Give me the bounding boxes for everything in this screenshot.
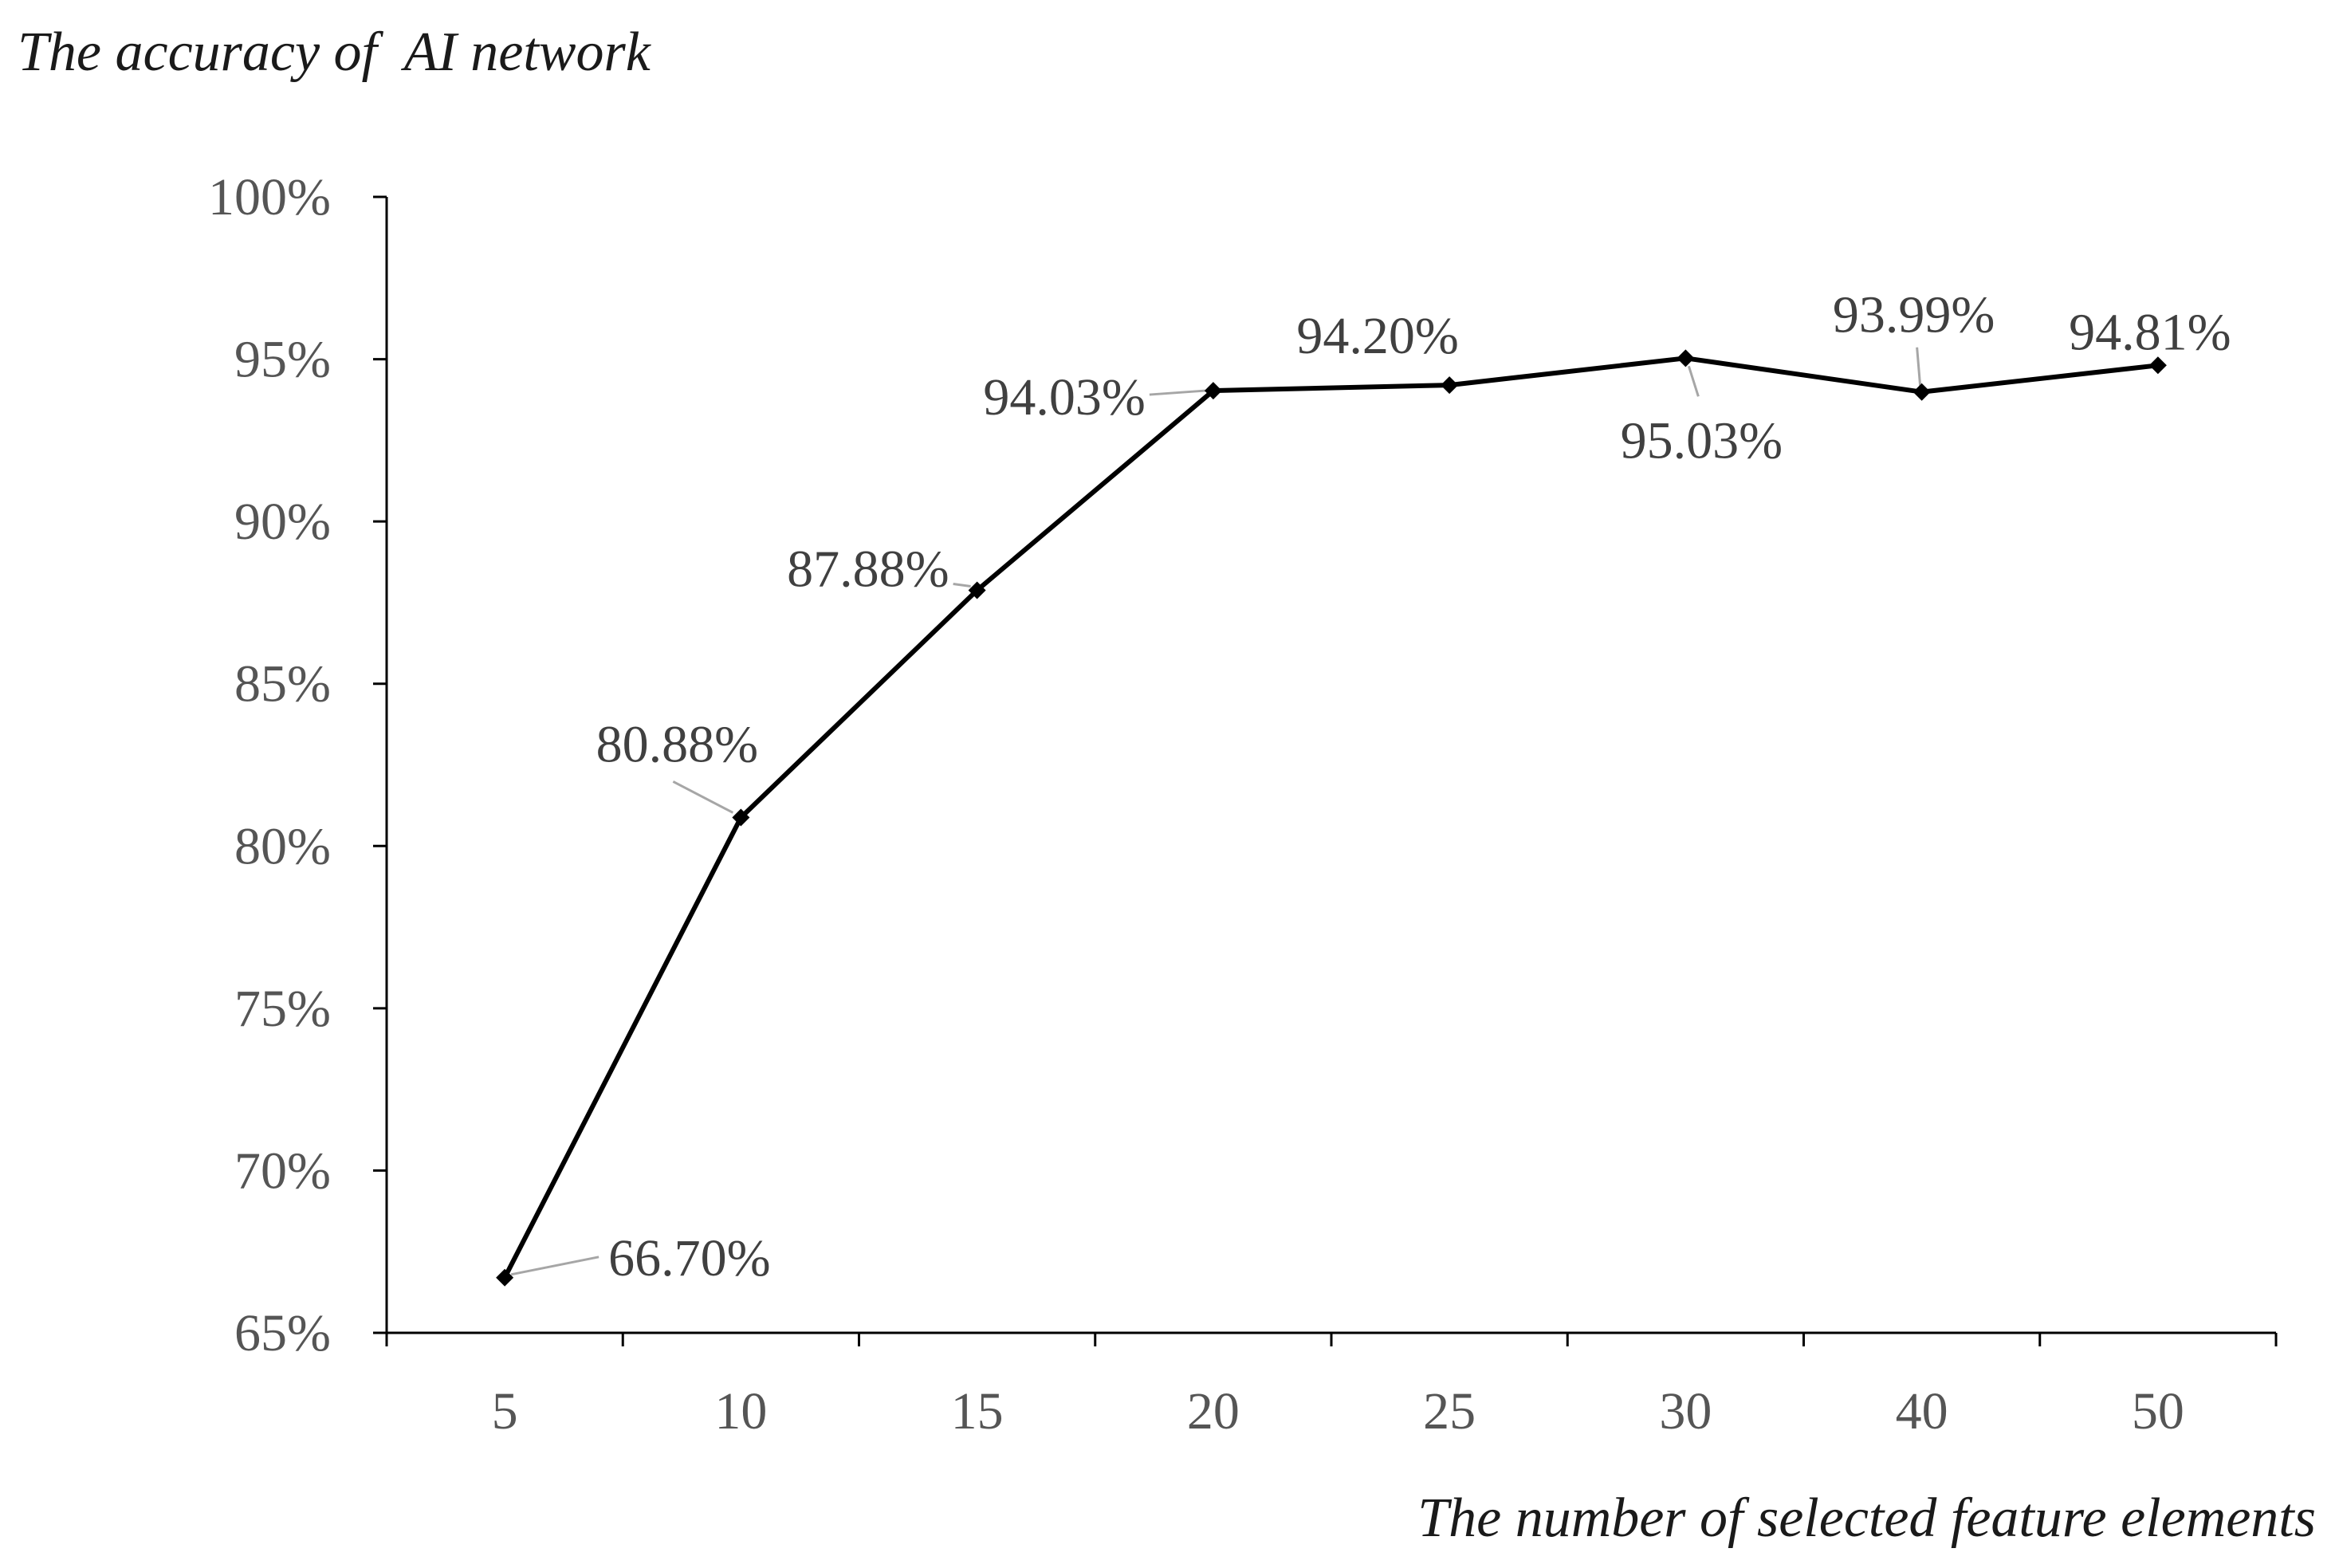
- y-tick-label: 90%: [234, 493, 331, 551]
- y-tick-label: 80%: [234, 817, 331, 875]
- x-tick-label: 15: [951, 1382, 1004, 1440]
- data-label-leader: [1916, 347, 1922, 386]
- x-tick-label: 25: [1423, 1382, 1476, 1440]
- x-axis-title: The number of selected feature elements: [1417, 1487, 2316, 1549]
- data-point-marker: [2148, 356, 2167, 375]
- data-label: 95.03%: [1621, 411, 1783, 470]
- data-point-marker: [1677, 349, 1695, 367]
- x-tick-labels: 5 10 15 20 25 30 40 50: [492, 1382, 2184, 1440]
- data-label: 93.99%: [1833, 286, 1995, 344]
- y-axis-title: The accuracy of AI network: [18, 22, 652, 83]
- data-labels: 66.70% 80.88% 87.88% 94.03% 94.20% 95.03% 93.9…: [596, 286, 2231, 1287]
- y-tick-label: 70%: [234, 1142, 331, 1200]
- y-tick-label: 95%: [234, 331, 331, 389]
- data-label: 80.88%: [596, 715, 758, 773]
- data-label-leader: [1149, 389, 1205, 396]
- x-tick-label: 10: [714, 1382, 767, 1440]
- y-tick-label: 75%: [234, 980, 331, 1038]
- data-point-marker: [1441, 376, 1459, 395]
- data-label-leader: [953, 582, 971, 588]
- x-tick-label: 20: [1187, 1382, 1240, 1440]
- y-tick-label: 65%: [234, 1304, 331, 1362]
- x-tick-label: 5: [492, 1382, 518, 1440]
- x-tick-label: 40: [1896, 1382, 1948, 1440]
- data-label-leader: [1687, 365, 1700, 397]
- data-label-leaders: [510, 347, 1922, 1276]
- y-tick-label: 85%: [234, 655, 331, 713]
- x-tick-label: 50: [2132, 1382, 2184, 1440]
- y-tick-label: 100%: [208, 168, 331, 226]
- data-label: 94.81%: [2069, 303, 2231, 361]
- data-point-marker: [1204, 382, 1222, 400]
- data-point-marker: [496, 1268, 514, 1287]
- data-label: 94.03%: [983, 368, 1145, 426]
- data-point-marker: [1912, 383, 1931, 401]
- series-line: [502, 356, 2160, 1280]
- data-label-leader: [672, 780, 734, 814]
- data-point-marker: [732, 808, 750, 827]
- data-label-leader: [510, 1256, 599, 1276]
- data-label: 87.88%: [787, 540, 949, 598]
- series-markers: [496, 349, 2167, 1287]
- data-point-marker: [968, 581, 986, 599]
- data-label: 66.70%: [608, 1229, 770, 1287]
- x-tick-label: 30: [1659, 1382, 1712, 1440]
- series-polyline: [502, 356, 2160, 1280]
- data-label: 94.20%: [1296, 307, 1458, 365]
- axes: [373, 195, 2278, 1346]
- y-tick-labels: 65% 70% 75% 80% 85% 90% 95% 100%: [208, 168, 331, 1362]
